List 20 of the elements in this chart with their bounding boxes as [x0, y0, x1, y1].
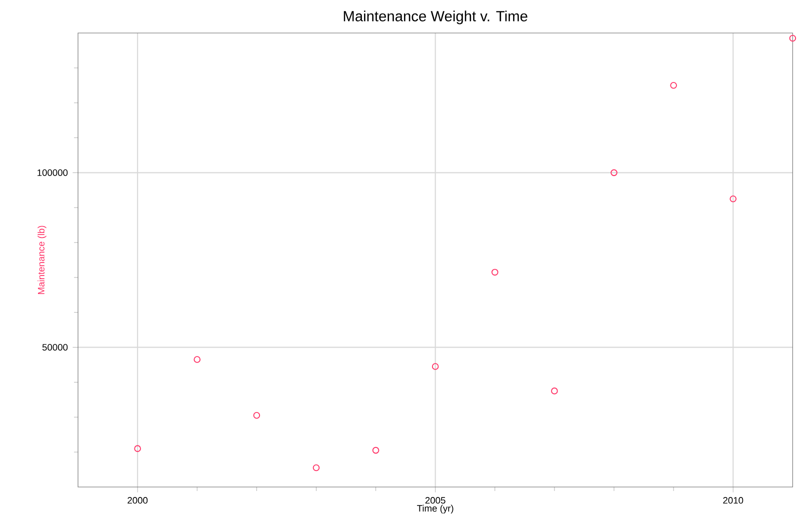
point: [491, 268, 498, 276]
chart-title: Maintenance Weight v. Time: [344, 10, 528, 24]
point: [372, 446, 380, 454]
y-axis-title: Maintenance (lb): [38, 226, 46, 294]
point: [610, 169, 618, 176]
point: [551, 388, 558, 394]
point: [432, 363, 439, 370]
x-tick-label: 2000: [128, 497, 148, 504]
point: [670, 82, 677, 89]
point: [134, 445, 141, 452]
x-axis-title: Time (yr): [417, 504, 454, 514]
point: [789, 34, 796, 42]
y-tick-label: 100000: [38, 169, 68, 176]
point: [194, 356, 201, 363]
x-tick-label: 2010: [723, 497, 744, 504]
point: [312, 464, 320, 472]
y-tick-label: 50000: [42, 344, 68, 351]
point: [253, 412, 260, 419]
point: [730, 195, 737, 202]
x-tick-label: 2005: [425, 497, 446, 504]
